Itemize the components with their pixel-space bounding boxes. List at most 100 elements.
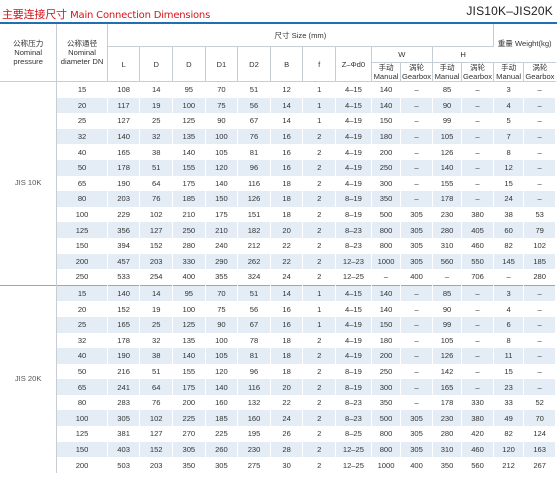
table-cell: 2	[302, 191, 337, 207]
table-cell: 8–19	[335, 363, 372, 380]
table-cell: 2	[302, 363, 337, 380]
table-cell: 99	[432, 113, 463, 129]
table-cell: 8–23	[335, 222, 372, 238]
table-cell: –	[523, 144, 556, 160]
table-cell: 24	[270, 410, 304, 427]
table-cell: 140	[107, 284, 141, 302]
table-cell: 4–15	[335, 301, 372, 317]
table-cell: 310	[432, 237, 463, 254]
table-cell: 19	[139, 97, 173, 114]
table-cell: 155	[172, 363, 206, 380]
table-cell: 212	[237, 237, 271, 254]
table-cell: –	[400, 128, 433, 145]
table-cell: 356	[107, 222, 141, 238]
table-cell: 105	[205, 348, 239, 364]
table-cell: 32	[139, 332, 173, 349]
table-cell: –	[400, 144, 433, 160]
table-cell: 190	[107, 348, 141, 364]
table-cell: –	[400, 175, 433, 192]
header-H-manual: 手动 Manual	[432, 62, 463, 82]
table-cell: 70	[205, 284, 239, 302]
table-cell: 18	[270, 175, 304, 192]
table-cell: –	[461, 144, 494, 160]
table-cell: 210	[205, 222, 239, 238]
table-cell: 180	[371, 128, 402, 145]
table-cell: 6	[493, 316, 525, 333]
table-cell: 350	[172, 457, 206, 473]
table-cell: –	[461, 316, 494, 333]
table-cell: 67	[237, 316, 271, 333]
table-cell: –	[461, 97, 494, 114]
table-cell: 4–19	[335, 175, 372, 192]
table-row: 50 216 51 155 120 96 18 2 8–19 250–142–15–	[0, 363, 556, 380]
header-D1: D1	[205, 46, 239, 82]
table-row: 65 241 64 175 140 116 20 2 8–19 300–165–23–	[0, 379, 556, 395]
header-weight-manual: 手动 Manual	[493, 62, 525, 82]
table-cell: 152	[139, 441, 173, 458]
table-cell: 14	[270, 113, 304, 129]
header-D: D	[139, 46, 173, 82]
table-cell: 280	[523, 269, 556, 286]
table-cell: 200	[371, 144, 402, 160]
table-cell: 800	[371, 426, 402, 442]
table-cell: 95	[172, 284, 206, 302]
table-row: JIS 20K 15 140 14 95 70 51 14 1 4–15 140–85–3–	[0, 284, 556, 473]
table-cell: 125	[56, 426, 108, 442]
table-cell: 275	[237, 457, 271, 473]
table-cell: 90	[432, 97, 463, 114]
header-H: H	[432, 46, 494, 63]
table-cell: 76	[139, 394, 173, 411]
table-row: 20 152 19 100 75 56 16 1 4–15 140–90–4–	[0, 301, 556, 317]
table-cell: 200	[56, 457, 108, 473]
table-row: 80 203 76 185 150 126 18 2 8–19 350–178–24–	[0, 191, 556, 207]
table-cell: –	[400, 301, 433, 317]
table-cell: 5	[493, 113, 525, 129]
table-cell: –	[461, 128, 494, 145]
table-cell: 12	[270, 80, 304, 98]
table-header: 公称压力 Nominal pressure 公称通径 Nominal diame…	[0, 24, 556, 82]
table-cell: 8–19	[335, 191, 372, 207]
table-cell: 280	[432, 426, 463, 442]
header-W-gearbox: 涡轮 Gearbox	[400, 62, 433, 82]
table-cell: 203	[107, 191, 141, 207]
table-cell: 280	[172, 237, 206, 254]
table-cell: –	[400, 363, 433, 380]
table-cell: 65	[56, 379, 108, 395]
table-cell: 305	[205, 457, 239, 473]
table-cell: 1	[302, 284, 337, 302]
header-weight: 重量 Weight(kg)	[493, 24, 556, 63]
table-cell: 135	[172, 332, 206, 349]
table-cell: 305	[400, 206, 433, 223]
table-row: JIS 10K 15 108 14 95 70 51 12 1 4–15 140–85–3–	[0, 80, 556, 286]
table-cell: –	[461, 113, 494, 129]
table-cell: 203	[139, 457, 173, 473]
table-cell: 178	[107, 332, 141, 349]
table-cell: 15	[493, 363, 525, 380]
table-cell: 16	[270, 159, 304, 176]
table-cell: 140	[371, 284, 402, 302]
table-cell: 132	[237, 394, 271, 411]
table-cell: –	[400, 316, 433, 333]
table-cell: 140	[172, 348, 206, 364]
table-cell: 550	[461, 253, 494, 270]
table-cell: 12–23	[335, 253, 372, 270]
dimensions-table: 公称压力 Nominal pressure 公称通径 Nominal diame…	[0, 24, 556, 473]
table-cell: 394	[107, 237, 141, 254]
table-cell: 2	[302, 426, 337, 442]
table-cell: 400	[400, 269, 433, 286]
table-cell: 135	[172, 128, 206, 145]
table-cell: 23	[493, 379, 525, 395]
table-cell: 350	[371, 191, 402, 207]
table-cell: –	[400, 348, 433, 364]
table-cell: –	[461, 363, 494, 380]
table-cell: 22	[270, 253, 304, 270]
table-cell: 105	[432, 332, 463, 349]
table-cell: 18	[270, 348, 304, 364]
table-cell: –	[523, 128, 556, 145]
table-cell: 420	[461, 426, 494, 442]
table-cell: 12–25	[335, 441, 372, 458]
table-cell: 79	[523, 222, 556, 238]
table-cell: 2	[302, 332, 337, 349]
standard-label: JIS 20K	[0, 284, 58, 473]
table-cell: 140	[371, 97, 402, 114]
